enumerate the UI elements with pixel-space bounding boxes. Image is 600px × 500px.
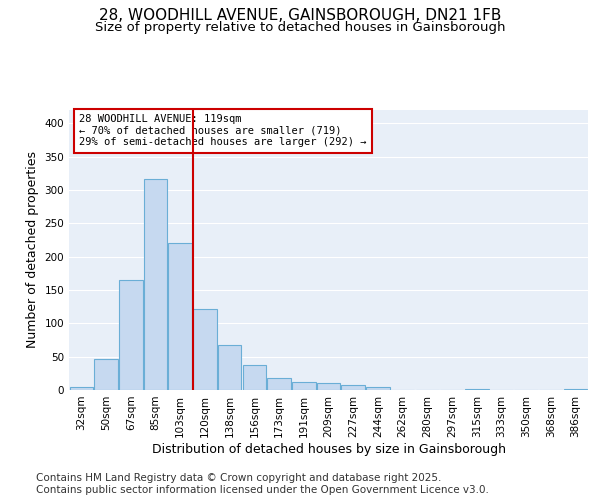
Bar	[564, 388, 587, 390]
Bar	[119, 280, 143, 390]
X-axis label: Distribution of detached houses by size in Gainsborough: Distribution of detached houses by size …	[151, 442, 505, 456]
Bar	[292, 382, 316, 390]
Bar	[341, 384, 365, 390]
Text: 28 WOODHILL AVENUE: 119sqm
← 70% of detached houses are smaller (719)
29% of sem: 28 WOODHILL AVENUE: 119sqm ← 70% of deta…	[79, 114, 367, 148]
Bar	[366, 386, 389, 390]
Bar	[169, 244, 192, 390]
Bar	[242, 364, 266, 390]
Text: Size of property relative to detached houses in Gainsborough: Size of property relative to detached ho…	[95, 21, 505, 34]
Bar	[193, 308, 217, 390]
Bar	[144, 178, 167, 390]
Text: Contains HM Land Registry data © Crown copyright and database right 2025.
Contai: Contains HM Land Registry data © Crown c…	[36, 474, 489, 495]
Bar	[94, 360, 118, 390]
Bar	[465, 388, 488, 390]
Bar	[70, 386, 93, 390]
Y-axis label: Number of detached properties: Number of detached properties	[26, 152, 39, 348]
Bar	[218, 344, 241, 390]
Text: 28, WOODHILL AVENUE, GAINSBOROUGH, DN21 1FB: 28, WOODHILL AVENUE, GAINSBOROUGH, DN21 …	[99, 8, 501, 22]
Bar	[268, 378, 291, 390]
Bar	[317, 382, 340, 390]
